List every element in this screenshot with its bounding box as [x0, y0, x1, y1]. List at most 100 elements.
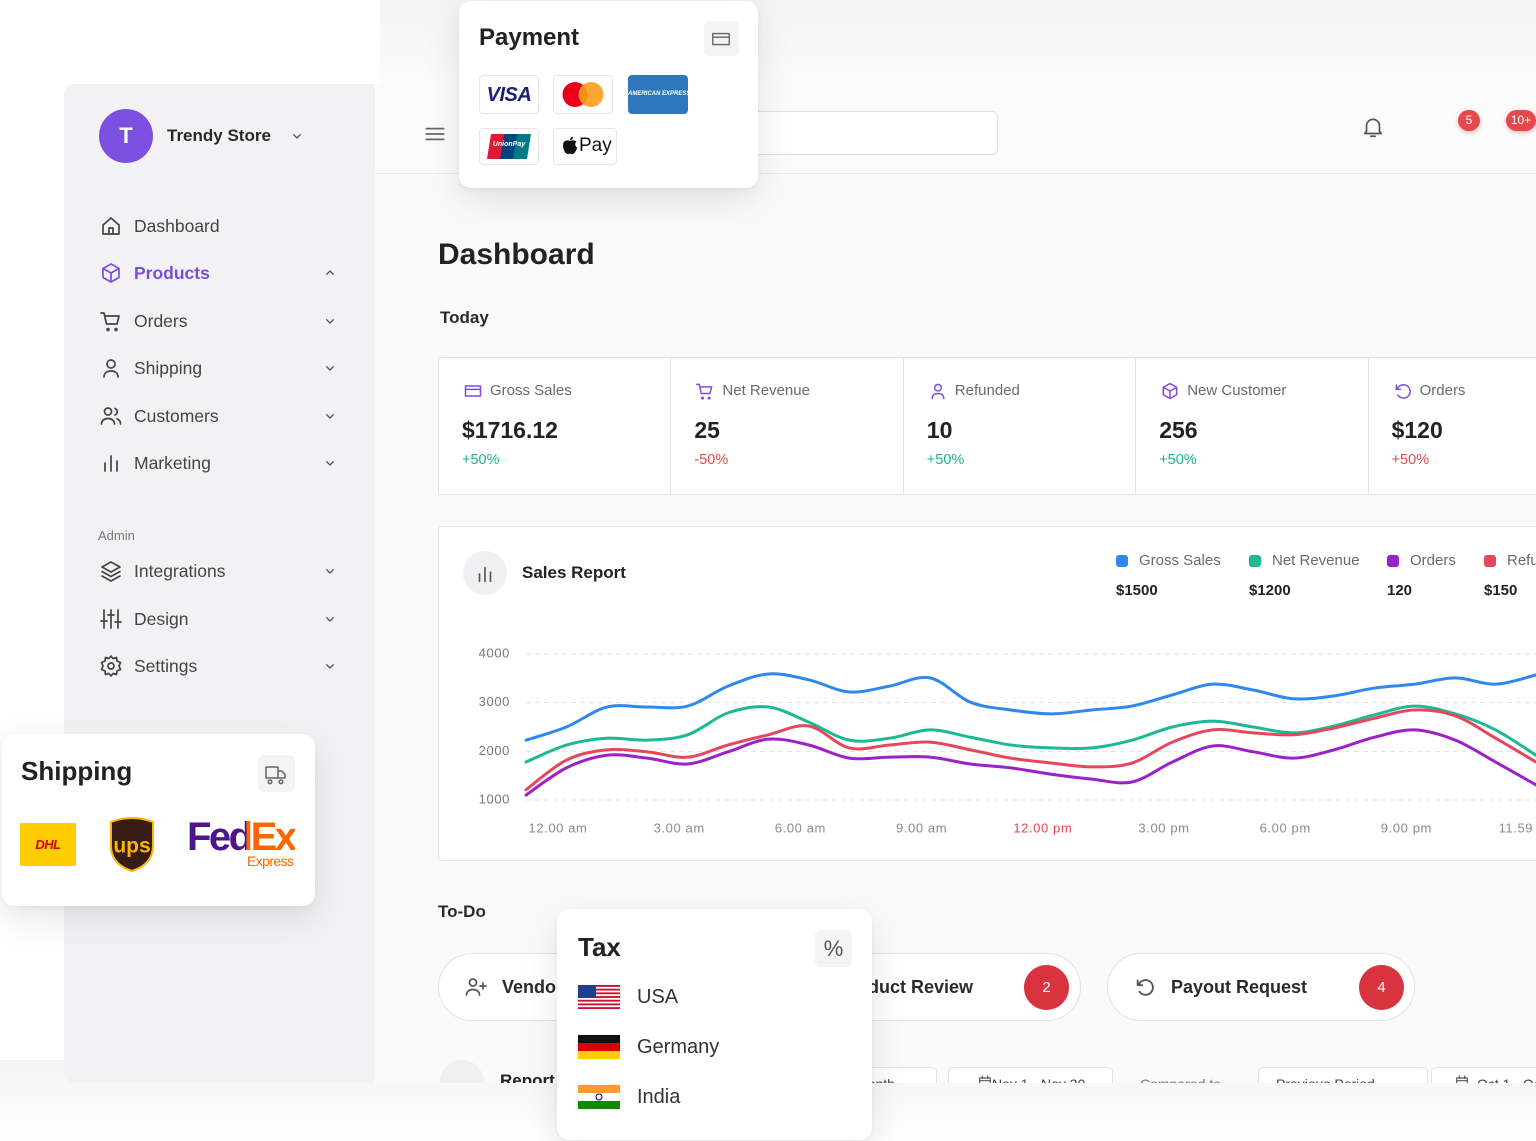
- legend-label[interactable]: Refunds: [1507, 552, 1536, 569]
- icon-shape: [326, 664, 334, 669]
- calendar-icon: [979, 1075, 991, 1083]
- nav-item[interactable]: Marketing: [134, 453, 211, 473]
- legend-swatch: [1249, 555, 1261, 567]
- calendar-icon: [1456, 1075, 1468, 1083]
- x-tick-label: 6.00 am: [775, 820, 826, 835]
- icon-shape: [478, 566, 492, 583]
- nav-item[interactable]: Orders: [134, 310, 188, 331]
- country-name[interactable]: Germany: [637, 1036, 720, 1058]
- payment-logo: [628, 75, 688, 114]
- user-icon: [931, 383, 945, 400]
- down-icon: [293, 134, 301, 139]
- unionpay-band: [500, 134, 518, 159]
- store-name[interactable]: Trendy Store: [167, 126, 271, 145]
- apple-shape: [563, 136, 577, 155]
- nav-item[interactable]: Shipping: [134, 358, 203, 379]
- card-icon-box: [704, 21, 739, 56]
- down-icon: [326, 318, 334, 324]
- nav-item[interactable]: Settings: [134, 656, 198, 676]
- icon-shape: [100, 311, 120, 332]
- apple-logo: [563, 136, 577, 155]
- flag: [577, 1034, 621, 1060]
- flag: [577, 984, 621, 1010]
- mastercard-logo: [562, 82, 604, 107]
- country-name[interactable]: USA: [637, 986, 679, 1008]
- sliders-icon: [100, 608, 122, 629]
- bell-icon: [1364, 118, 1382, 138]
- date-range[interactable]: [1431, 1067, 1536, 1083]
- section-label: To-Do: [438, 902, 486, 921]
- stat-value: 10: [926, 417, 953, 443]
- y-tick-label: 2000: [479, 743, 510, 758]
- x-tick-label: 12.00 am: [528, 820, 587, 835]
- date-range[interactable]: [948, 1067, 1113, 1083]
- layers-icon: [101, 561, 121, 582]
- series-line: [524, 728, 1536, 797]
- card-title: Tax: [578, 932, 621, 962]
- cube-icon: [102, 263, 120, 284]
- nav-item[interactable]: Products: [134, 263, 210, 284]
- stat-value: 25: [694, 417, 720, 443]
- icon-shape: [103, 359, 119, 379]
- flag-wheel: [595, 1093, 603, 1101]
- card-icon-box: [258, 755, 295, 792]
- icon-shape: [104, 455, 118, 472]
- legend-label[interactable]: Gross Sales: [1139, 552, 1221, 569]
- flag-stripe: [578, 1093, 620, 1101]
- down-icon: [326, 413, 334, 419]
- series-line: [524, 704, 1536, 764]
- y-tick-label: 3000: [479, 694, 510, 709]
- nav-item[interactable]: Integrations: [134, 561, 226, 581]
- todo-count-badge: 2: [1024, 965, 1069, 1010]
- todo-label: Payout Request: [1171, 977, 1308, 997]
- nav-item[interactable]: Customers: [134, 405, 219, 426]
- icon-shape: [326, 569, 334, 574]
- amex-logo: AMERICAN EXPRESS: [628, 91, 691, 97]
- unionpay-text: UnionPay: [493, 141, 526, 148]
- refresh-icon: [1395, 383, 1411, 399]
- dhl-logo: DHL: [20, 823, 76, 866]
- admin-label: Admin: [98, 528, 135, 543]
- stat-change: -50%: [694, 452, 729, 468]
- nav-item[interactable]: Dashboard: [134, 216, 220, 236]
- card-title: Payment: [479, 24, 580, 51]
- nav-item[interactable]: Design: [134, 608, 189, 629]
- notification-badge[interactable]: 5: [1458, 110, 1480, 131]
- stat-label: Orders: [1419, 382, 1466, 399]
- x-tick-label: 12.00 pm: [1013, 820, 1072, 835]
- userplus-icon: [465, 978, 487, 996]
- notification-badge[interactable]: 10+: [1506, 110, 1536, 131]
- menu-icon: [425, 127, 445, 141]
- dropdown[interactable]: [1258, 1067, 1428, 1083]
- chart-title: Sales Report: [522, 563, 626, 582]
- legend-total: 120: [1387, 582, 1413, 599]
- cart-icon: [696, 383, 713, 400]
- legend-total: $150: [1484, 582, 1518, 599]
- icon-shape: [1162, 382, 1178, 400]
- icon-shape: [326, 270, 334, 276]
- icon-shape: [931, 383, 945, 400]
- icon-shape: [425, 127, 445, 141]
- stat-value: $1716.12: [462, 417, 558, 443]
- unionpay-band: [487, 134, 505, 159]
- user-icon: [103, 359, 119, 379]
- stat-change: +50%: [1159, 452, 1197, 468]
- series-line: [524, 672, 1536, 742]
- legend-total: $1200: [1249, 582, 1291, 599]
- country-name[interactable]: India: [637, 1086, 681, 1108]
- stat-divider: [902, 357, 904, 495]
- dropdown-value: Month: [856, 1069, 895, 1083]
- flag-stripe: [578, 1035, 620, 1043]
- icon-shape: [326, 366, 334, 371]
- apple-pay-text: Pay: [579, 135, 612, 156]
- avatar: T: [99, 109, 153, 163]
- icon-shape: [1395, 383, 1411, 399]
- x-tick-label: 11.59 pm: [1499, 820, 1536, 835]
- x-tick-label: 3.00 pm: [1138, 820, 1189, 835]
- fedex-logo: FedEx: [187, 811, 297, 863]
- stat-change: +50%: [926, 452, 965, 468]
- legend-label[interactable]: Net Revenue: [1272, 552, 1360, 569]
- legend-label[interactable]: Orders: [1410, 552, 1456, 569]
- legend-swatch: [1484, 555, 1496, 567]
